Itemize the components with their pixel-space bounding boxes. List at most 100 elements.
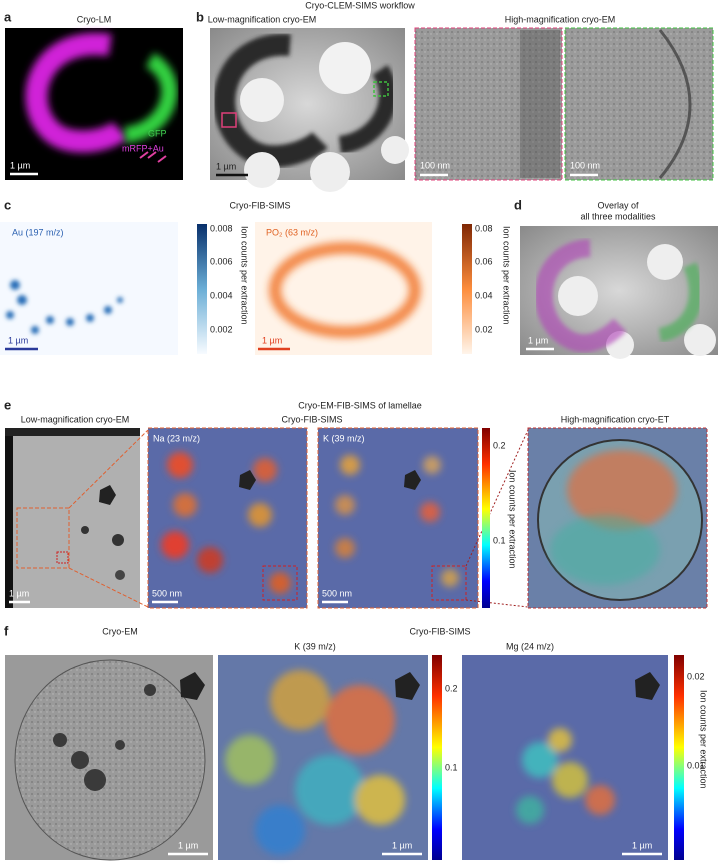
label: 0.2	[445, 683, 458, 693]
label: 500 nm	[152, 588, 182, 598]
label: Cryo-EM-FIB-SIMS of lamellae	[298, 400, 422, 410]
image-shape	[240, 78, 284, 122]
image-shape	[564, 27, 714, 181]
image-shape	[255, 805, 305, 855]
image-shape	[5, 428, 13, 608]
label: PO₂ (63 m/z)	[266, 227, 318, 237]
label: c	[4, 197, 11, 212]
label: b	[196, 9, 204, 24]
label: High-magnification cryo-ET	[561, 414, 670, 424]
label: 1 µm	[216, 161, 236, 171]
label: Cryo-LM	[77, 14, 112, 24]
image-shape	[674, 655, 684, 860]
label: 0.1	[445, 762, 458, 772]
image-shape	[635, 672, 660, 700]
image-shape	[173, 493, 197, 517]
label: 1 µm	[9, 588, 29, 598]
image-shape	[319, 42, 371, 94]
image-shape	[46, 316, 54, 324]
label: K (39 m/z)	[294, 641, 336, 651]
label: 1 µm	[178, 840, 198, 850]
image-shape	[269, 572, 291, 594]
label: Cryo-FIB-SIMS	[229, 200, 290, 210]
image-shape	[225, 735, 275, 785]
label: 0.02	[475, 324, 493, 334]
image-shape	[5, 428, 140, 436]
image-shape	[373, 81, 389, 97]
image-shape	[431, 565, 467, 601]
group	[161, 452, 291, 594]
image-shape	[253, 458, 277, 482]
image-shape	[14, 659, 206, 861]
image-shape	[115, 570, 125, 580]
image-shape	[104, 306, 112, 314]
image-shape	[86, 314, 94, 322]
image-shape	[414, 27, 563, 181]
label: 0.004	[210, 290, 233, 300]
label: Ion counts per extraction	[699, 690, 709, 789]
image-shape	[340, 455, 360, 475]
image-shape	[658, 29, 692, 179]
label: Overlay of	[597, 200, 639, 210]
image-shape	[335, 495, 355, 515]
image-shape	[17, 295, 27, 305]
image-shape	[6, 311, 14, 319]
image-shape	[558, 276, 598, 316]
label: Ion counts per extraction	[502, 226, 512, 325]
label: Cryo-EM	[102, 626, 138, 636]
image-shape	[56, 551, 69, 564]
image-shape	[338, 65, 397, 154]
label: 0.002	[210, 324, 233, 334]
image-shape	[420, 502, 440, 522]
image-shape	[522, 742, 558, 778]
image-shape	[180, 672, 205, 700]
image-shape	[325, 685, 395, 755]
image-shape	[248, 503, 272, 527]
label: 0.02	[687, 671, 705, 681]
image-shape	[68, 567, 149, 608]
image-shape	[432, 655, 442, 860]
image-shape	[684, 324, 716, 356]
label: Au (197 m/z)	[12, 227, 64, 237]
label: Na (23 m/z)	[153, 433, 200, 443]
label: 1 µm	[632, 840, 652, 850]
image-shape	[197, 224, 207, 354]
label: Cryo-FIB-SIMS	[281, 414, 342, 424]
image-shape	[81, 526, 89, 534]
image-shape	[99, 485, 116, 505]
image-shape	[310, 152, 350, 192]
image-shape	[567, 450, 677, 530]
image-shape	[548, 728, 572, 752]
label: mRFP+Au	[122, 143, 164, 153]
image-shape	[5, 428, 140, 608]
image-shape	[16, 507, 70, 569]
image-shape	[123, 53, 178, 143]
image-shape	[585, 785, 615, 815]
image-shape	[404, 470, 421, 490]
image-shape	[53, 733, 67, 747]
image-shape	[25, 32, 128, 153]
image-shape	[68, 429, 149, 509]
label: High-magnification cryo-EM	[505, 14, 616, 24]
image-shape	[441, 569, 459, 587]
image-shape	[117, 297, 123, 303]
image-shape	[197, 547, 223, 573]
image-shape	[167, 452, 193, 478]
label: Low-magnification cryo-EM	[21, 414, 130, 424]
label: K (39 m/z)	[323, 433, 365, 443]
label: 100 nm	[570, 160, 600, 170]
label: Low-magnification cryo-EM	[208, 14, 317, 24]
label: 0.008	[210, 223, 233, 233]
image-shape	[550, 515, 660, 585]
image-shape	[144, 684, 156, 696]
image-shape	[269, 242, 421, 338]
image-shape	[221, 112, 237, 128]
label: e	[4, 397, 11, 412]
image-shape	[516, 796, 544, 824]
label: GFP	[148, 128, 167, 138]
label: 0.2	[493, 440, 506, 450]
image-shape	[482, 428, 490, 608]
image-shape	[239, 470, 256, 490]
